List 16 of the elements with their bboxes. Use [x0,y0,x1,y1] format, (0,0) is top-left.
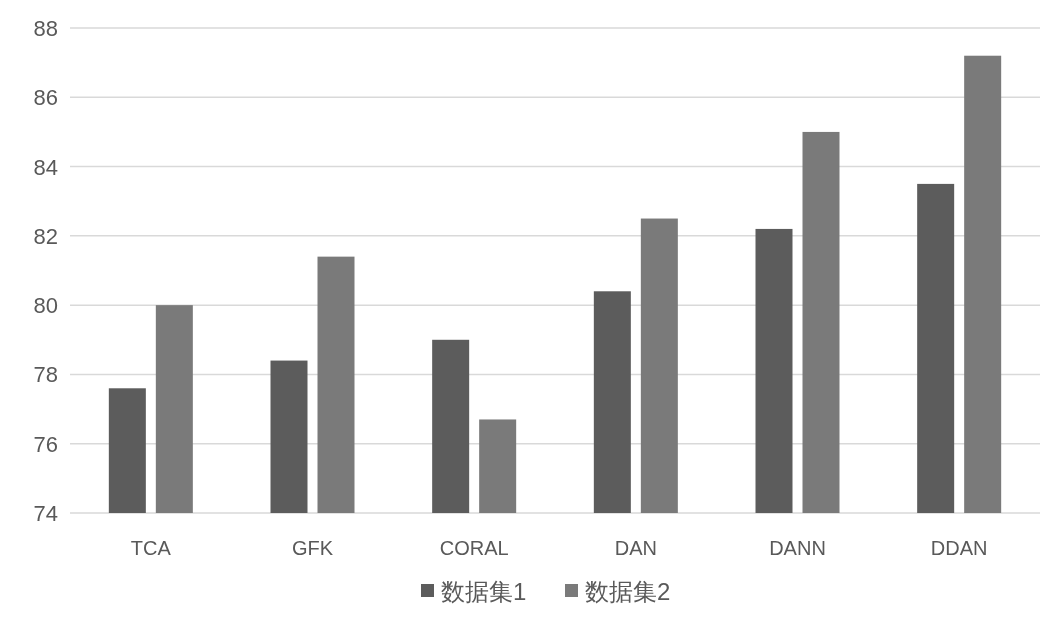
y-tick-label: 76 [33,431,58,457]
x-tick-label: GFK [291,537,334,559]
y-tick-label: 84 [33,154,58,180]
x-tick-label: DANN [769,537,826,559]
y-tick-label: 86 [33,85,58,111]
x-tick-label: CORAL [439,537,509,559]
y-tick-label: 74 [33,501,58,526]
y-tick-label: 78 [33,362,58,388]
y-tick-label: 80 [33,293,58,319]
legend-label: 数据集2 [585,578,671,605]
x-tick-label: TCA [130,537,172,559]
x-tick-label: DAN [614,537,657,559]
x-tick-label: DDAN [930,537,988,559]
y-tick-label: 88 [33,16,58,41]
legend-label: 数据集1 [441,578,527,605]
y-tick-label: 82 [33,223,58,249]
